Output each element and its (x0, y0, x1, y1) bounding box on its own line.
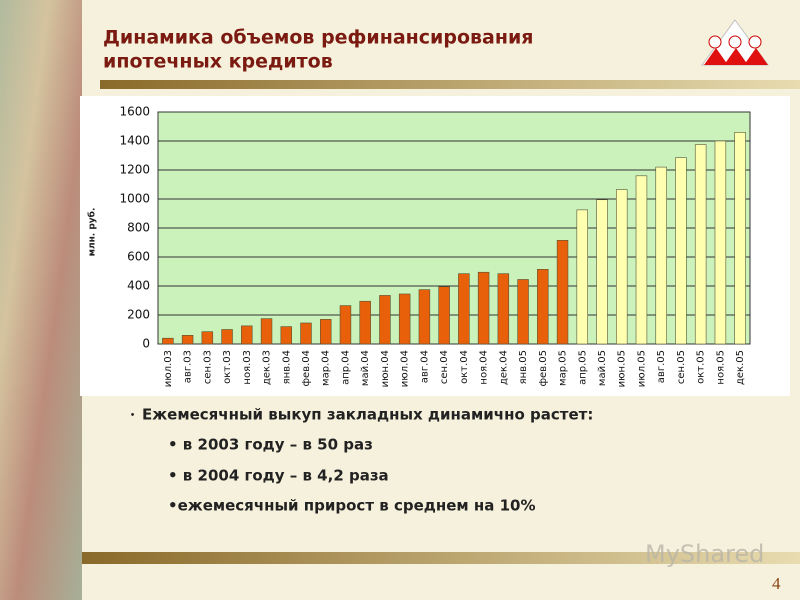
y-tick-label: 600 (127, 250, 150, 264)
bar (537, 269, 549, 345)
x-tick-label: окт.04 (459, 350, 470, 384)
x-tick-label: июл.04 (400, 350, 411, 387)
x-tick-label: авг.04 (419, 350, 430, 383)
subtitle: ипотечных кредитов (103, 51, 333, 73)
bar (181, 334, 194, 345)
page-number: 4 (772, 574, 781, 593)
y-tick-label: 1400 (119, 134, 150, 148)
x-tick-label: авг.03 (183, 350, 194, 383)
bar (734, 132, 746, 345)
bar (477, 271, 490, 345)
x-tick-label: дек.05 (735, 350, 746, 385)
x-tick-label: янв.04 (281, 350, 292, 384)
x-tick-label: дек.03 (262, 350, 273, 385)
y-tick-label: 800 (127, 221, 150, 235)
bullet-text: • в 2003 году – в 50 раз (168, 436, 373, 454)
y-tick-label: 200 (127, 308, 150, 322)
x-tick-label: мар.04 (321, 350, 332, 386)
x-tick-label: окт.05 (696, 350, 707, 384)
x-tick-label: июл.03 (163, 350, 174, 387)
x-tick-label: мар.05 (558, 350, 569, 386)
y-tick-label: 0 (142, 337, 150, 351)
bar (320, 319, 332, 345)
bar (438, 286, 450, 345)
x-tick-label: май.05 (597, 350, 608, 386)
bullet: • (130, 411, 135, 420)
x-tick-label: июн.04 (380, 350, 391, 387)
x-tick-label: фев.05 (538, 350, 549, 387)
bar (497, 273, 510, 345)
bullet-text: Ежемесячный выкуп закладных динамично ра… (142, 406, 593, 424)
y-axis-label: млн. руб. (87, 208, 98, 257)
x-tick-label: апр.04 (340, 350, 351, 385)
x-tick-label: дек.04 (498, 350, 509, 385)
x-tick-label: ноя.04 (479, 350, 490, 385)
bar (359, 300, 371, 345)
bullet-text: • в 2004 году – в 4,2 раза (168, 467, 389, 485)
x-tick-label: июл.05 (636, 350, 647, 387)
bar (458, 273, 470, 345)
x-tick-label: фев.04 (301, 350, 312, 387)
bar (596, 199, 608, 345)
bar (221, 329, 233, 345)
y-tick-label: 400 (127, 279, 150, 293)
y-tick-label: 1000 (119, 192, 150, 206)
bar (339, 305, 352, 345)
bar (398, 293, 411, 345)
bar (517, 279, 529, 345)
bar (280, 326, 292, 345)
bar (260, 318, 273, 345)
bar (694, 144, 707, 345)
bar (655, 166, 667, 345)
bar (714, 140, 727, 345)
bar (300, 322, 312, 345)
bar (616, 189, 628, 345)
x-tick-label: ноя.03 (242, 350, 253, 385)
x-tick-label: авг.05 (656, 350, 667, 383)
bullet-text: •ежемесячный прирост в среднем на 10% (168, 497, 536, 515)
y-tick-label: 1600 (119, 105, 150, 119)
x-tick-label: ноя.05 (715, 350, 726, 385)
footer-rule (82, 552, 800, 564)
bar (379, 295, 391, 345)
title: Динамика объемов рефинансирования (103, 27, 534, 49)
bar (576, 209, 588, 345)
x-tick-label: май.04 (360, 350, 371, 386)
x-tick-label: апр.05 (577, 350, 588, 385)
decor-strip (0, 0, 82, 600)
y-tick-label: 1200 (119, 163, 150, 177)
x-tick-label: сен.03 (202, 350, 213, 384)
x-tick-label: сен.05 (676, 350, 687, 384)
x-tick-label: янв.05 (518, 350, 529, 384)
x-tick-label: июн.05 (617, 350, 628, 387)
x-tick-label: сен.04 (439, 350, 450, 384)
bar (201, 331, 214, 345)
bar (556, 240, 569, 345)
bar (418, 289, 431, 345)
bar (162, 337, 174, 345)
bar (241, 325, 253, 345)
title-rule (100, 80, 800, 89)
bar (675, 157, 687, 345)
bar (635, 175, 648, 345)
x-tick-label: окт.03 (222, 350, 233, 384)
watermark: MyShared (645, 540, 764, 568)
logo (701, 19, 769, 66)
